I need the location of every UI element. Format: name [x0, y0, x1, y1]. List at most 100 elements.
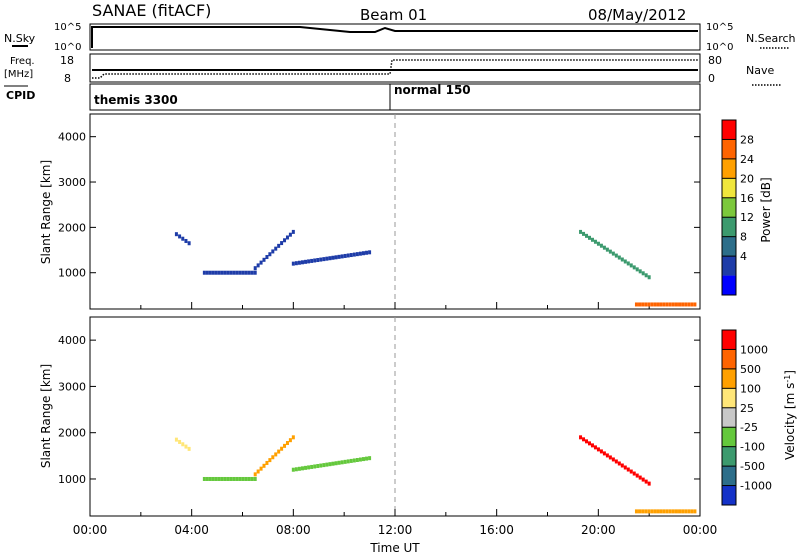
velocity-echo-3: [291, 467, 295, 472]
velocity-echo-1: [202, 476, 206, 481]
power-echo-3: [368, 250, 372, 255]
power-echo-4: [647, 275, 651, 280]
velocity-echo-5: [681, 509, 685, 514]
nsky-tick-top: 10^5: [54, 22, 81, 33]
velocity-echo-4: [647, 481, 651, 486]
power-echo-0: [181, 236, 185, 241]
power-echo-3: [361, 251, 365, 256]
velocity-echo-3: [313, 464, 317, 469]
power-echo-3: [322, 257, 326, 262]
power-echo-3: [304, 259, 308, 264]
x-axis-label: Time UT: [369, 541, 420, 554]
power-echo-3: [313, 258, 317, 263]
power-colorbar-swatch: [722, 158, 736, 179]
power-echo-4: [585, 233, 589, 238]
velocity-echo-4: [599, 449, 603, 454]
velocity-echo-4: [629, 469, 633, 474]
velocity-ytick-label: 2000: [58, 427, 86, 440]
beam-title: Beam 01: [360, 6, 427, 24]
velocity-echo-3: [331, 461, 335, 466]
velocity-echo-5: [659, 509, 663, 514]
power-ytick-label: 1000: [58, 267, 86, 280]
velocity-echo-5: [662, 509, 666, 514]
velocity-panel: 4000 3000 2000 1000 Slant Range [km] 1000 50…: [39, 316, 797, 517]
velocity-echo-1: [229, 476, 233, 481]
velocity-echo-3: [352, 458, 356, 463]
power-echo-1: [205, 270, 209, 275]
velocity-echo-3: [307, 465, 311, 470]
velocity-echo-4: [626, 467, 630, 472]
velocity-echo-3: [349, 458, 353, 463]
power-echo-3: [358, 251, 362, 256]
power-echo-1: [211, 270, 215, 275]
power-ylabel: Slant Range [km]: [39, 160, 53, 264]
nsearch-tick-bottom: 10^0: [706, 42, 733, 53]
power-echo-4: [638, 269, 642, 274]
nave-series: [92, 59, 698, 79]
velocity-colorbar-tick-label: 500: [740, 363, 761, 376]
power-echo-4: [611, 251, 615, 256]
velocity-echo-4: [614, 459, 618, 464]
cpid-segment-1: themis 3300: [94, 93, 178, 107]
x-tick-label: 00:00: [73, 523, 108, 537]
power-echo-4: [605, 247, 609, 252]
power-echo-3: [291, 261, 295, 266]
power-echo-3: [337, 254, 341, 259]
power-echo-3: [343, 253, 347, 258]
velocity-echo-4: [635, 473, 639, 478]
power-echo-1: [202, 270, 206, 275]
velocity-echo-3: [300, 466, 304, 471]
power-echo-2: [262, 257, 266, 262]
nsky-label: N.Sky: [4, 32, 36, 45]
velocity-colorbar-frame: [721, 329, 737, 506]
velocity-colorbar-label: Velocity [m s-1]: [783, 370, 797, 460]
velocity-echo-4: [605, 453, 609, 458]
velocity-echo-2: [259, 466, 263, 471]
velocity-echo-5: [668, 509, 672, 514]
velocity-echo-4: [608, 455, 612, 460]
velocity-echo-2: [283, 443, 287, 448]
power-echo-3: [355, 252, 359, 257]
velocity-echo-2: [277, 449, 281, 454]
velocity-echo-4: [596, 447, 600, 452]
velocity-echo-3: [328, 462, 332, 467]
velocity-echo-1: [208, 476, 212, 481]
power-colorbar-swatch: [722, 256, 736, 276]
velocity-echo-2: [253, 472, 257, 477]
power-echo-5: [665, 302, 669, 307]
power-echo-2: [283, 238, 287, 243]
power-echo-5: [684, 302, 688, 307]
velocity-echo-5: [634, 509, 638, 514]
power-echo-2: [277, 243, 281, 248]
power-colorbar-tick-label: 28: [740, 133, 754, 146]
velocity-echo-5: [687, 509, 691, 514]
power-echo-3: [325, 256, 329, 261]
velocity-colorbar-swatch: [722, 388, 736, 408]
power-echo-2: [288, 232, 292, 237]
power-colorbar-swatch: [722, 178, 736, 198]
power-echo-3: [316, 258, 320, 263]
velocity-echo-5: [684, 509, 688, 514]
velocity-colorbar-tick-label: 25: [740, 402, 754, 415]
power-colorbar-swatch: [722, 236, 736, 257]
velocity-colorbar-tick-label: -1000: [740, 480, 772, 493]
velocity-echo-4: [593, 445, 597, 450]
velocity-echo-1: [220, 476, 224, 481]
power-echo-3: [297, 260, 301, 265]
power-colorbar-frame: [721, 119, 737, 296]
power-echo-5: [690, 302, 694, 307]
power-echo-4: [593, 239, 597, 244]
power-echo-2: [259, 260, 263, 265]
velocity-echo-1: [226, 476, 230, 481]
velocity-echo-3: [365, 456, 369, 461]
power-echo-0: [174, 232, 178, 237]
x-tick-label: 04:00: [174, 523, 209, 537]
velocity-echo-4: [632, 471, 636, 476]
nsky-panel: N.Sky 10^5 10^0 10^5 10^0 N.Search: [4, 22, 796, 53]
power-echo-3: [331, 255, 335, 260]
velocity-echo-1: [223, 476, 227, 481]
power-echo-5: [693, 302, 697, 307]
power-echo-3: [365, 250, 369, 255]
velocity-echo-1: [241, 476, 245, 481]
